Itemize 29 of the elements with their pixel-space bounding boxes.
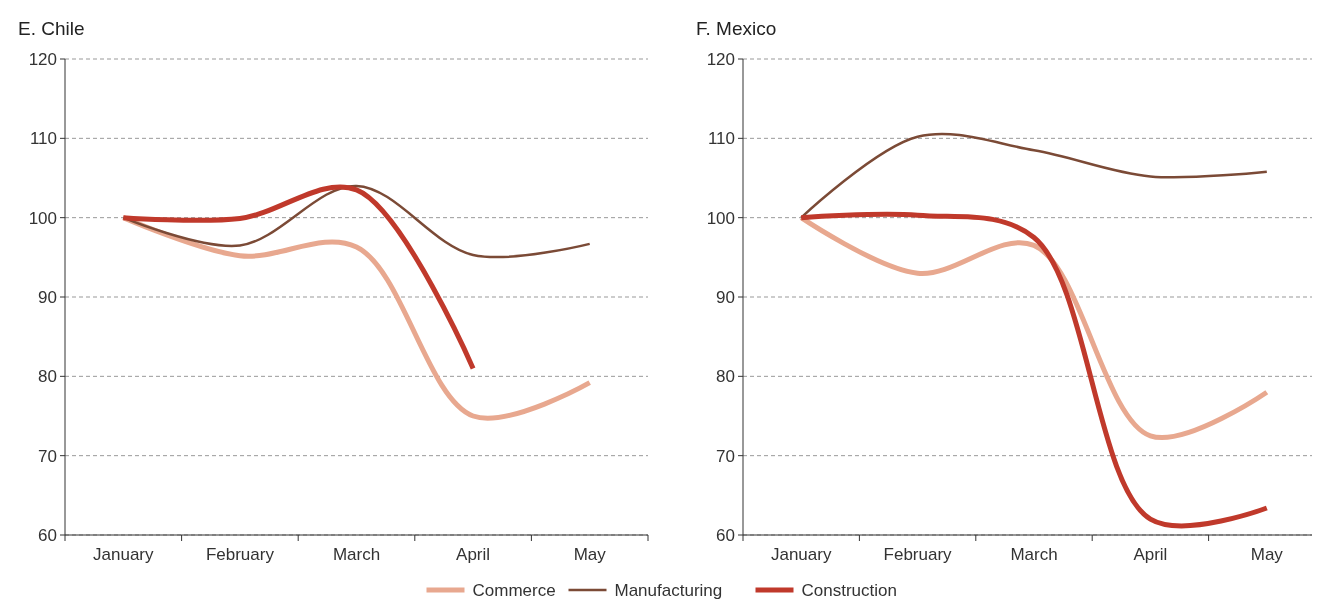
x-tick-label: April (1133, 545, 1168, 564)
y-tick-label: 60 (38, 525, 57, 545)
y-tick-label: 120 (706, 49, 735, 69)
x-tick-label: January (93, 545, 155, 564)
x-tick-label: March (332, 545, 381, 564)
chart-title: E. Chile (18, 18, 85, 39)
y-tick-label: 90 (38, 287, 57, 307)
x-tick-label: February (883, 545, 953, 564)
x-tick-label: March (1010, 545, 1058, 564)
chart-title: F. Mexico (696, 18, 777, 39)
y-tick-label: 80 (716, 367, 735, 387)
x-tick-label: May (1250, 545, 1284, 564)
y-tick-label: 100 (706, 208, 735, 228)
y-tick-label: 120 (28, 49, 57, 69)
y-tick-label: 100 (28, 208, 57, 228)
x-tick-label: May (573, 545, 607, 564)
y-tick-label: 70 (716, 446, 735, 466)
y-tick-label: 60 (716, 525, 735, 545)
x-tick-label: February (205, 545, 275, 564)
x-tick-label: April (456, 545, 491, 564)
legend-label: Construction (801, 580, 897, 600)
y-tick-label: 70 (38, 446, 57, 466)
legend-label: Commerce (472, 580, 556, 600)
x-tick-label: January (770, 545, 832, 564)
y-tick-label: 110 (707, 129, 735, 149)
y-tick-label: 90 (716, 287, 735, 307)
y-tick-label: 110 (29, 129, 57, 149)
y-tick-label: 80 (38, 367, 57, 387)
legend-label: Manufacturing (614, 580, 723, 600)
